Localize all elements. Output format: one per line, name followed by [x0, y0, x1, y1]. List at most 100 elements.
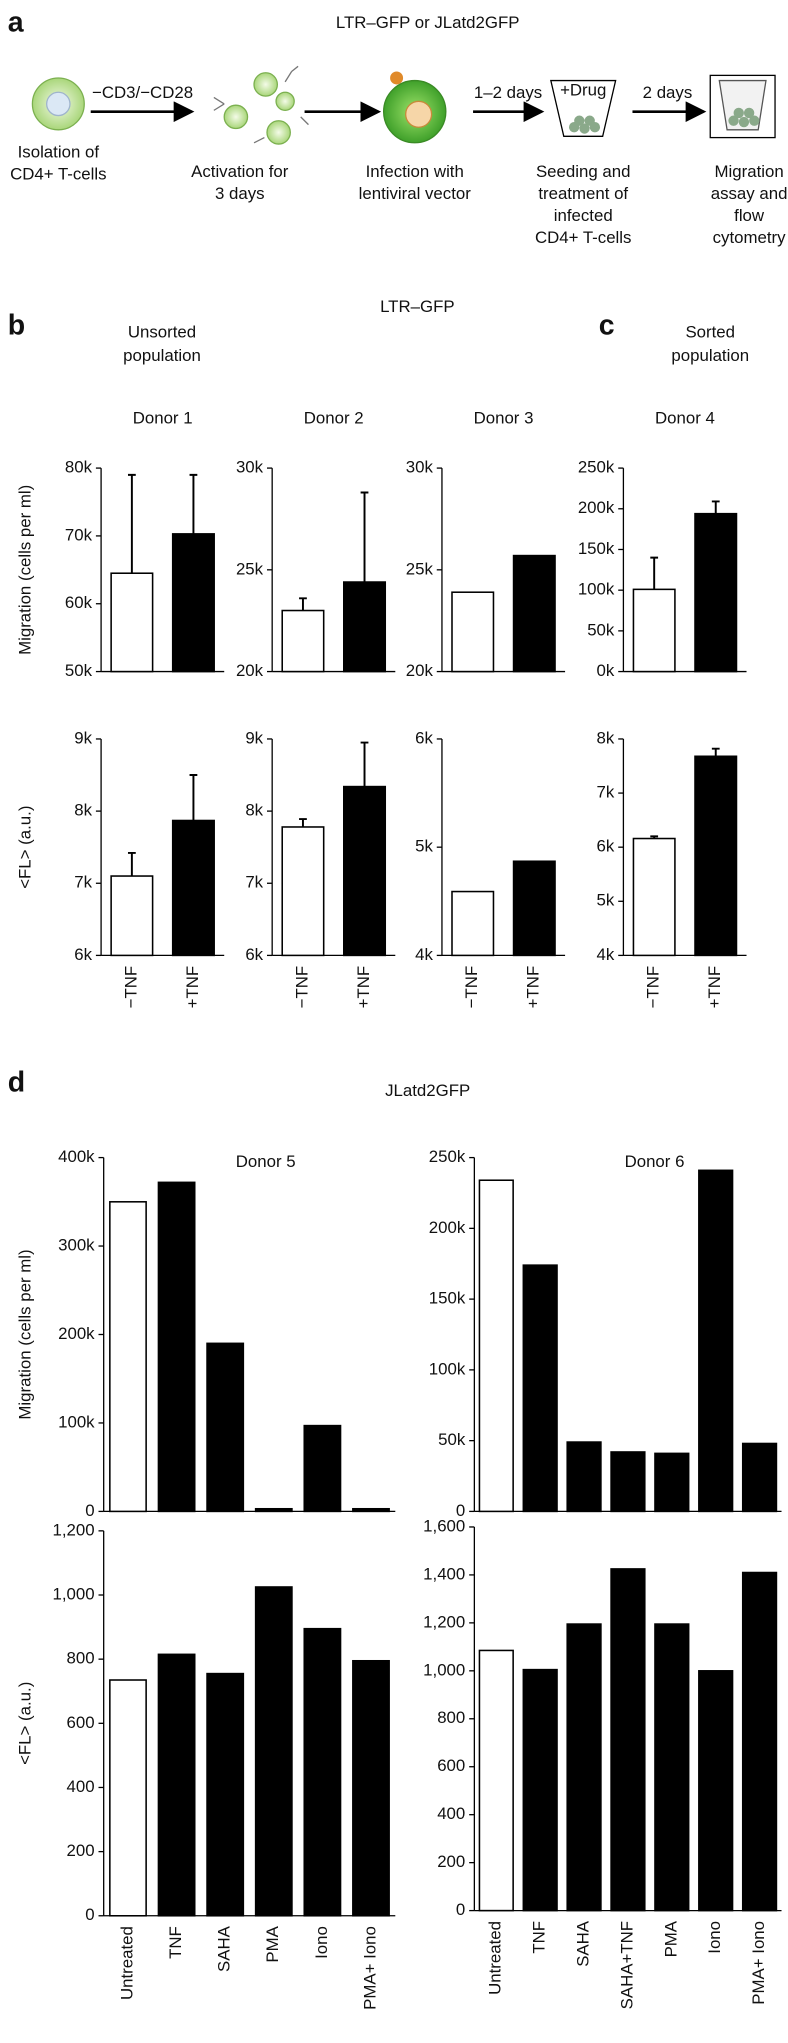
y-tick-label: 600: [67, 1713, 95, 1732]
y-tick-label: 4k: [597, 945, 615, 964]
y-tick-label: 6k: [245, 945, 263, 964]
chart-title: Donor 4: [655, 408, 715, 427]
y-axis-label: Migration (cells per ml): [15, 1249, 34, 1419]
panel-title: LTR–GFP or JLatd2GFP: [336, 13, 520, 32]
step-label: Migration: [715, 162, 784, 181]
y-tick-label: 9k: [245, 728, 263, 747]
bar: [352, 1659, 390, 1917]
y-tick-label: 200k: [578, 498, 615, 517]
y-tick-label: 8k: [597, 728, 615, 747]
step-label: lentiviral vector: [359, 184, 472, 203]
bar: [741, 1442, 778, 1513]
x-tick-label: PMA: [263, 1925, 282, 1962]
y-tick-label: 7k: [74, 873, 92, 892]
panel-title: JLatd2GFP: [385, 1081, 470, 1100]
x-tick-label: TNF: [530, 1921, 549, 1954]
bar: [632, 588, 676, 673]
y-tick-label: 1,200: [423, 1612, 465, 1631]
y-tick-label: 250k: [578, 458, 615, 477]
error-bar: [299, 818, 307, 827]
error-bar: [127, 851, 136, 877]
x-tick-label: Iono: [312, 1926, 331, 1959]
x-tick-label: Untreated: [117, 1926, 136, 2000]
x-tick-label: +TNF: [524, 966, 543, 1009]
y-axis-label: <FL> (a.u.): [15, 1682, 34, 1765]
y-tick-label: 7k: [597, 783, 615, 802]
error-bar: [650, 556, 659, 590]
step-label: treatment of: [538, 184, 628, 203]
x-tick-label: +TNF: [354, 966, 373, 1009]
y-tick-label: 0: [85, 1501, 94, 1520]
bar: [109, 1201, 147, 1513]
bar: [157, 1181, 196, 1513]
bar: [654, 1623, 690, 1912]
bar: [512, 860, 556, 957]
bar: [698, 1169, 734, 1513]
bar: [566, 1441, 602, 1513]
subtitle: Unsorted: [128, 323, 196, 342]
x-tick-label: −TNF: [462, 966, 481, 1009]
bar: [157, 1653, 196, 1917]
error-bar: [360, 491, 369, 583]
y-tick-label: 200k: [58, 1324, 95, 1343]
y-tick-label: 50k: [587, 620, 615, 639]
y-axis-label: <FL> (a.u.): [15, 806, 34, 889]
y-tick-label: 80k: [65, 458, 93, 477]
x-tick-label: PMA+ Iono: [360, 1926, 379, 2010]
y-tick-label: 25k: [236, 559, 264, 578]
error-bar: [360, 741, 369, 787]
y-tick-label: 0: [456, 1900, 465, 1919]
subtitle: Sorted: [685, 323, 735, 342]
y-tick-label: 4k: [415, 945, 433, 964]
y-tick-label: 100k: [429, 1359, 466, 1378]
step-label: Infection with: [366, 162, 464, 181]
panel-label: a: [8, 6, 25, 38]
y-tick-label: 7k: [245, 873, 263, 892]
y-tick-label: 5k: [415, 837, 433, 856]
step-label: assay and: [711, 184, 788, 203]
panel-title: LTR–GFP: [380, 297, 455, 316]
y-tick-label: 100k: [578, 580, 615, 599]
bar: [451, 890, 495, 957]
subtitle: population: [671, 346, 749, 365]
error-bar: [189, 774, 198, 821]
bar: [522, 1668, 558, 1912]
bar: [171, 819, 215, 957]
y-tick-label: 1,000: [52, 1584, 94, 1603]
x-tick-label: SAHA: [574, 1920, 593, 1967]
y-tick-label: 1,400: [423, 1564, 465, 1583]
x-tick-label: PMA+ Iono: [749, 1921, 768, 2005]
bar: [610, 1451, 646, 1513]
bar: [654, 1452, 690, 1513]
y-tick-label: 70k: [65, 525, 93, 544]
bar: [566, 1623, 602, 1912]
bar: [343, 785, 387, 957]
x-tick-label: Iono: [705, 1921, 724, 1954]
chart-title: Donor 2: [304, 408, 364, 427]
chart-title: Donor 3: [474, 408, 534, 427]
y-tick-label: 200: [67, 1841, 95, 1860]
y-tick-label: 150k: [578, 539, 615, 558]
y-tick-label: 30k: [406, 458, 434, 477]
y-tick-label: 30k: [236, 458, 264, 477]
y-tick-label: 400: [67, 1777, 95, 1796]
bar: [478, 1649, 514, 1912]
x-tick-label: +TNF: [183, 966, 202, 1009]
step-label: flow: [734, 206, 765, 225]
x-tick-label: SAHA: [215, 1925, 234, 1972]
step-label: 3 days: [215, 184, 265, 203]
y-tick-label: 250k: [429, 1147, 466, 1166]
step-label: Activation for: [191, 162, 289, 181]
panel-label: b: [8, 310, 25, 342]
bar: [281, 826, 325, 957]
subtitle: population: [123, 346, 201, 365]
bar: [343, 581, 387, 673]
y-tick-label: 8k: [245, 801, 263, 820]
bar: [352, 1507, 390, 1513]
y-tick-label: 300k: [58, 1235, 95, 1254]
bar: [522, 1264, 558, 1513]
step-label: cytometry: [713, 228, 787, 247]
y-tick-label: 6k: [597, 837, 615, 856]
y-axis-label: Migration (cells per ml): [15, 485, 34, 655]
y-tick-label: 20k: [406, 661, 434, 680]
